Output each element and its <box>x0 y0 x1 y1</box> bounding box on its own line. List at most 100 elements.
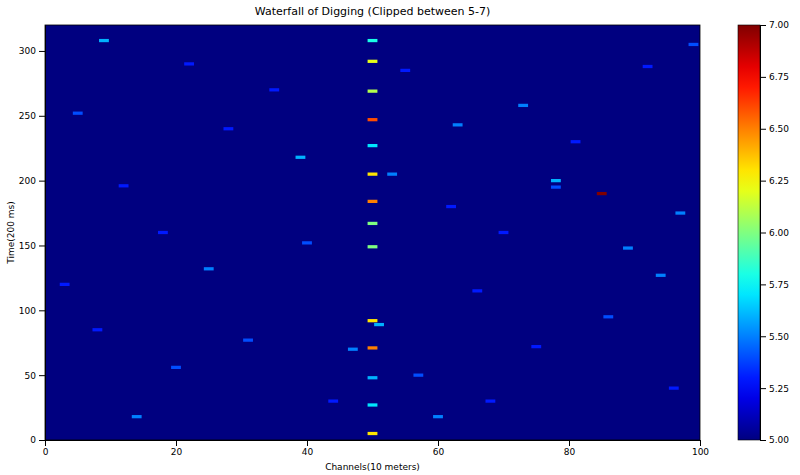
tick-label: 300 <box>19 46 36 56</box>
axis-line <box>46 440 701 441</box>
colorbar <box>738 25 760 440</box>
heat-cell <box>269 88 279 91</box>
tick-mark <box>760 284 766 285</box>
heat-cell <box>368 60 378 63</box>
tick: 0 <box>30 435 45 445</box>
heat-cell <box>499 231 509 234</box>
heat-cell <box>387 173 397 176</box>
tick-mark <box>45 440 46 446</box>
tick: 250 <box>19 111 45 121</box>
heat-cell <box>643 65 653 68</box>
tick-mark <box>760 77 766 78</box>
heat-cell <box>368 376 378 379</box>
heat-cell <box>158 231 168 234</box>
heat-cell <box>73 112 83 115</box>
tick: 6.25 <box>760 176 789 186</box>
tick: 80 <box>564 440 576 457</box>
tick-label: 6.00 <box>769 228 789 238</box>
plot-frame <box>45 25 700 440</box>
heat-cell <box>132 415 142 418</box>
heat-cell <box>485 399 495 402</box>
x-axis: 0 20 40 60 80 100 <box>43 440 710 457</box>
heat-cell <box>689 43 699 46</box>
cells <box>60 39 699 435</box>
tick-label: 150 <box>19 241 36 251</box>
tick-label: 6.50 <box>769 124 789 134</box>
tick-label: 200 <box>19 176 36 186</box>
heat-cell <box>368 432 378 435</box>
tick-mark <box>39 181 45 182</box>
tick: 200 <box>19 176 45 186</box>
heat-cell <box>571 140 581 143</box>
tick-mark <box>569 440 570 446</box>
heat-cell <box>368 403 378 406</box>
heat-cell <box>368 319 378 322</box>
title: Waterfall of Digging (Clipped between 5-… <box>255 5 490 18</box>
colorbar-axis: 5.00 5.25 5.50 5.75 6.00 6.25 6.50 6.75 7.00 <box>760 20 789 445</box>
plot-background <box>45 25 700 440</box>
heat-cell <box>413 374 423 377</box>
tick: 100 <box>692 440 709 457</box>
heat-cell <box>368 144 378 147</box>
heat-cell <box>623 246 633 249</box>
tick-mark <box>307 440 308 446</box>
tick-mark <box>39 310 45 311</box>
tick-label: 100 <box>692 447 709 457</box>
heat-cell <box>302 241 312 244</box>
tick: 5.50 <box>760 332 789 342</box>
heat-cell <box>597 192 607 195</box>
tick-mark <box>39 375 45 376</box>
tick: 20 <box>171 440 183 457</box>
heat-cell <box>368 245 378 248</box>
tick-mark <box>39 51 45 52</box>
tick-label: 5.75 <box>769 280 789 290</box>
tick: 40 <box>302 440 314 457</box>
heat-cell <box>400 69 410 72</box>
tick-label: 80 <box>564 447 576 457</box>
tick: 0 <box>43 440 49 457</box>
tick: 150 <box>19 241 45 251</box>
tick-label: 0 <box>43 447 49 457</box>
tick: 6.75 <box>760 72 789 82</box>
heat-cell <box>184 62 194 65</box>
tick-mark <box>760 181 766 182</box>
heat-cell <box>368 173 378 176</box>
heat-cell <box>223 127 233 130</box>
heat-cell <box>368 346 378 349</box>
tick-label: 20 <box>171 447 183 457</box>
tick-mark <box>176 440 177 446</box>
tick-label: 5.50 <box>769 332 789 342</box>
tick-label: 5.25 <box>769 384 789 394</box>
tick: 5.25 <box>760 384 789 394</box>
tick-label: 60 <box>433 447 445 457</box>
heat-cell <box>328 399 338 402</box>
heat-cell <box>119 184 129 187</box>
heat-cell <box>374 323 384 326</box>
heat-cell <box>531 345 541 348</box>
tick: 50 <box>25 371 45 381</box>
heat-cell <box>368 118 378 121</box>
tick-mark <box>39 440 45 441</box>
tick: 5.00 <box>760 435 789 445</box>
heat-cell <box>433 415 443 418</box>
tick-mark <box>760 25 766 26</box>
tick-label: 7.00 <box>769 20 789 30</box>
heat-cell <box>171 366 181 369</box>
tick-mark <box>760 129 766 130</box>
heat-cell <box>204 267 214 270</box>
heat-cell <box>296 156 306 159</box>
tick: 60 <box>433 440 445 457</box>
tick-label: 250 <box>19 111 36 121</box>
tick-mark <box>760 336 766 337</box>
heat-cell <box>348 348 358 351</box>
tick-mark <box>700 440 701 446</box>
heat-cell <box>446 205 456 208</box>
tick-label: 40 <box>302 447 314 457</box>
tick-mark <box>760 388 766 389</box>
axis-line <box>45 26 46 441</box>
tick: 100 <box>19 306 45 316</box>
tick-mark <box>760 233 766 234</box>
x-axis-title: Channels(10 meters) <box>325 462 420 472</box>
tick: 6.50 <box>760 124 789 134</box>
tick-label: 100 <box>19 306 36 316</box>
